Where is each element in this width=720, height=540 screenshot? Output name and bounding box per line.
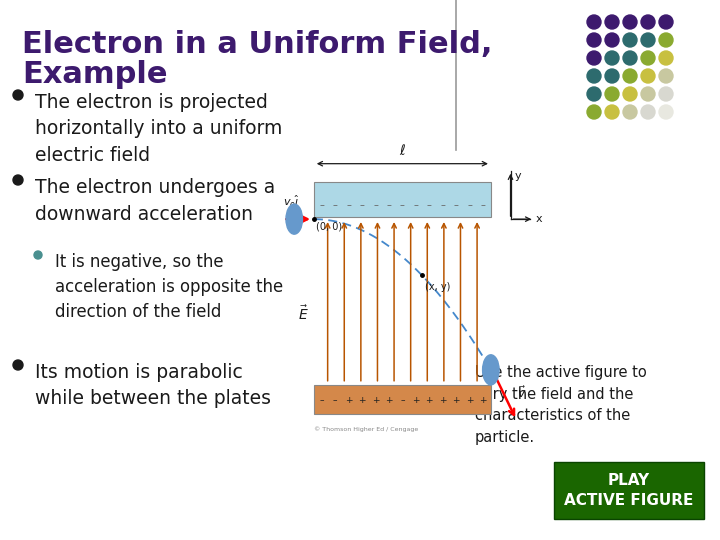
Text: Use the active figure to
vary the field and the
characteristics of the
particle.: Use the active figure to vary the field …	[475, 365, 647, 445]
Circle shape	[13, 90, 23, 100]
Circle shape	[605, 87, 619, 101]
Text: –: –	[480, 200, 485, 210]
Circle shape	[605, 51, 619, 65]
Text: Electron in a Uniform Field,: Electron in a Uniform Field,	[22, 30, 492, 59]
Circle shape	[659, 33, 673, 47]
Circle shape	[659, 15, 673, 29]
Text: (x, y): (x, y)	[425, 282, 450, 292]
Text: –: –	[487, 363, 494, 376]
Bar	[314, 181, 491, 217]
Text: +: +	[385, 396, 392, 405]
Circle shape	[641, 87, 655, 101]
Text: (0, 0): (0, 0)	[316, 222, 342, 232]
Circle shape	[641, 15, 655, 29]
Text: +: +	[345, 396, 352, 405]
Circle shape	[482, 355, 499, 385]
Circle shape	[641, 69, 655, 83]
Text: © Thomson Higher Ed / Cengage: © Thomson Higher Ed / Cengage	[314, 427, 418, 433]
Text: +: +	[480, 396, 487, 405]
Text: +: +	[426, 396, 433, 405]
Text: –: –	[373, 200, 378, 210]
Text: $\vec{v}$: $\vec{v}$	[518, 386, 527, 401]
Text: Example: Example	[22, 60, 168, 89]
Text: –: –	[400, 396, 405, 405]
Text: $\vec{E}$: $\vec{E}$	[298, 305, 309, 323]
Circle shape	[659, 51, 673, 65]
Circle shape	[659, 105, 673, 119]
Circle shape	[587, 105, 601, 119]
Text: y: y	[515, 171, 521, 181]
Text: +: +	[412, 396, 420, 405]
Circle shape	[641, 33, 655, 47]
FancyBboxPatch shape	[554, 462, 704, 519]
Circle shape	[587, 15, 601, 29]
Text: –: –	[359, 200, 364, 210]
Text: +: +	[372, 396, 379, 405]
Circle shape	[641, 51, 655, 65]
Text: –: –	[333, 200, 338, 210]
Text: –: –	[387, 200, 392, 210]
Circle shape	[623, 51, 637, 65]
Circle shape	[623, 15, 637, 29]
Text: It is negative, so the
acceleration is opposite the
direction of the field: It is negative, so the acceleration is o…	[55, 253, 283, 321]
Circle shape	[34, 251, 42, 259]
Text: –: –	[400, 200, 405, 210]
Text: +: +	[452, 396, 460, 405]
Circle shape	[623, 105, 637, 119]
Text: The electron undergoes a
downward acceleration: The electron undergoes a downward accele…	[35, 178, 275, 224]
Circle shape	[605, 33, 619, 47]
Circle shape	[13, 360, 23, 370]
Text: $v_o\hat{\imath}$: $v_o\hat{\imath}$	[284, 193, 300, 210]
Circle shape	[587, 33, 601, 47]
Circle shape	[623, 87, 637, 101]
Circle shape	[659, 87, 673, 101]
Text: –: –	[319, 200, 324, 210]
Text: PLAY
ACTIVE FIGURE: PLAY ACTIVE FIGURE	[564, 473, 693, 508]
Circle shape	[587, 87, 601, 101]
Circle shape	[605, 105, 619, 119]
Circle shape	[286, 204, 302, 234]
Text: +: +	[439, 396, 446, 405]
Circle shape	[659, 69, 673, 83]
Text: The electron is projected
horizontally into a uniform
electric field: The electron is projected horizontally i…	[35, 93, 282, 165]
Bar	[314, 386, 491, 414]
Text: +: +	[359, 396, 366, 405]
Circle shape	[587, 51, 601, 65]
Text: –: –	[346, 200, 351, 210]
Circle shape	[605, 69, 619, 83]
Text: x: x	[536, 214, 543, 224]
Text: $\ell$: $\ell$	[399, 143, 406, 158]
Text: Its motion is parabolic
while between the plates: Its motion is parabolic while between th…	[35, 363, 271, 408]
Circle shape	[623, 69, 637, 83]
Circle shape	[587, 69, 601, 83]
Text: –: –	[413, 200, 418, 210]
Text: –: –	[427, 200, 432, 210]
Text: –: –	[454, 200, 459, 210]
Text: –: –	[467, 200, 472, 210]
Circle shape	[13, 175, 23, 185]
Circle shape	[641, 105, 655, 119]
Text: +: +	[466, 396, 473, 405]
Text: –: –	[440, 200, 445, 210]
Text: –: –	[320, 396, 324, 405]
Circle shape	[605, 15, 619, 29]
Circle shape	[623, 33, 637, 47]
Text: –: –	[333, 396, 338, 405]
Text: –: –	[291, 213, 297, 226]
